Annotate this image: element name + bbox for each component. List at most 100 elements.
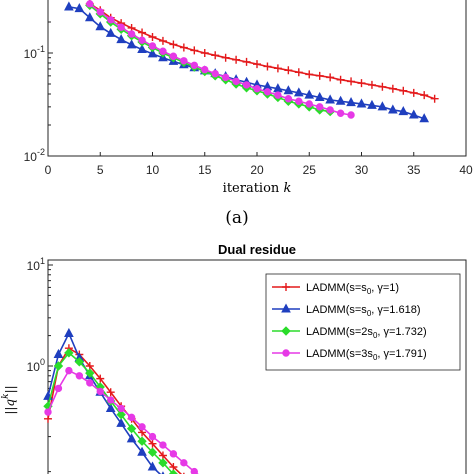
- bottom-y-axis-label: ||qk||: [1, 385, 17, 414]
- bottom-series-4-point: [86, 379, 94, 387]
- top-series-4-point: [211, 69, 219, 78]
- top-series-4-point: [305, 100, 313, 108]
- y-tick-label: 10-1: [24, 44, 45, 61]
- top-series: [64, 0, 439, 123]
- bottom-series-3-point: [53, 361, 64, 371]
- legend: LADMM(s=s0, γ=1) LADMM(s=s0, γ=1.618) LADM…: [265, 273, 461, 371]
- top-series-4-point: [316, 103, 324, 111]
- top-series-1-point: [232, 55, 241, 64]
- bottom-series-4-point: [180, 459, 188, 467]
- legend-label: LADMM(s=3s0, γ=1.791): [306, 348, 427, 362]
- top-series-4-point: [138, 36, 146, 44]
- top-series-1-point: [138, 28, 147, 37]
- bottom-series-4-point: [148, 432, 157, 441]
- panel-label-a: (a): [225, 208, 248, 228]
- top-series-4-point: [190, 61, 199, 69]
- bottom-series-3-point: [64, 348, 74, 358]
- top-x-axis-label: iteration k: [223, 181, 292, 196]
- top-series-4-point: [336, 109, 345, 117]
- legend-label: LADMM(s=s0, γ=1): [306, 282, 399, 296]
- top-series-4-point: [169, 52, 178, 60]
- bottom-series-4-point: [127, 413, 136, 422]
- top-series-2-point: [84, 12, 95, 22]
- top-series-2-point: [304, 89, 315, 99]
- bottom-series-3-point: [74, 357, 85, 367]
- top-series-1-point: [388, 84, 397, 93]
- bottom-chart: Dual residue 101 100 ||qk|| LADMM(s=s0, γ…: [1, 242, 467, 474]
- top-series-2-point: [95, 21, 106, 31]
- top-series-4-point: [127, 30, 136, 38]
- top-series-2-point: [367, 99, 377, 109]
- top-series-4-point: [159, 47, 167, 55]
- bottom-series-4-point: [65, 366, 73, 375]
- top-series-4-point: [253, 85, 261, 93]
- top-series-1-point: [273, 64, 282, 73]
- top-series-1-point: [263, 62, 272, 71]
- bottom-series-1-point: [96, 374, 105, 383]
- top-series-1-point: [200, 49, 209, 57]
- bottom-chart-title: Dual residue: [218, 242, 296, 257]
- x-tick-label: 40: [459, 163, 473, 177]
- bottom-series-4-point: [107, 396, 115, 404]
- bottom-series-2-point: [105, 402, 116, 412]
- top-series-2-point: [64, 1, 74, 11]
- top-series-1-point: [378, 82, 387, 91]
- legend-entry-2: LADMM(s=s0, γ=1.618): [272, 303, 421, 318]
- top-series-1-point: [148, 33, 157, 42]
- top-series-4-point: [295, 97, 303, 105]
- x-tick-label: 30: [355, 163, 369, 177]
- y-tick-label: 100: [27, 357, 45, 374]
- top-series-2-point: [346, 97, 356, 107]
- legend-label: LADMM(s=s0, γ=1.618): [306, 304, 421, 318]
- top-series-1-line: [89, 3, 435, 100]
- legend-label: LADMM(s=2s0, γ=1.732): [306, 326, 427, 340]
- bottom-series-2-line: [47, 331, 162, 474]
- top-series-2-point: [293, 87, 304, 97]
- top-series-1-point: [315, 71, 324, 80]
- bottom-series-4-point: [169, 450, 178, 458]
- bottom-series-1-point: [106, 388, 115, 397]
- top-chart: 0 5 10 15 20 25 30 35 40 10-1 10-2 iteration k (a…: [24, 0, 473, 228]
- top-series-2-point: [105, 27, 116, 37]
- top-x-ticks: 0 5 10 15 20 25 30 35 40: [45, 152, 473, 177]
- top-series-1-point: [326, 73, 335, 82]
- bottom-series-4-point: [117, 404, 125, 413]
- top-series-4-point: [326, 106, 334, 114]
- top-series-4-point: [274, 91, 282, 99]
- x-tick-label: 15: [198, 163, 212, 177]
- top-series-1-point: [211, 51, 220, 60]
- top-series-1-point: [420, 91, 429, 100]
- top-series-2-point: [388, 104, 398, 114]
- y-tick-label: 10-2: [24, 147, 45, 164]
- x-tick-label: 5: [97, 163, 104, 177]
- top-series-2-point: [325, 94, 335, 104]
- top-series-1-point: [179, 43, 188, 52]
- y-tick-label: 101: [27, 256, 45, 273]
- top-series-4-point: [96, 8, 104, 16]
- top-series-2-point: [147, 48, 158, 58]
- top-series-1-point: [430, 94, 439, 103]
- bottom-series-2-point: [64, 327, 74, 337]
- legend-marker: [282, 283, 290, 291]
- bottom-series-4: [44, 366, 199, 474]
- top-series-2-point: [283, 85, 294, 95]
- top-series-4-point: [242, 81, 251, 89]
- top-series-4-point: [232, 77, 240, 86]
- bottom-series-4-point: [44, 408, 52, 416]
- top-series-1-point: [399, 86, 408, 95]
- top-series-1-point: [409, 88, 418, 97]
- top-series-1-point: [221, 53, 230, 62]
- top-series-4-point: [180, 57, 188, 65]
- bottom-series-4-point: [159, 441, 167, 449]
- legend-entry-4: LADMM(s=3s0, γ=1.791): [272, 348, 427, 362]
- bottom-series-2-point: [53, 348, 64, 358]
- x-tick-label: 20: [250, 163, 264, 177]
- top-series-2-point: [335, 95, 346, 105]
- legend-marker: [281, 326, 291, 336]
- bottom-series-4-point: [138, 423, 146, 431]
- top-series-1-point: [158, 36, 167, 45]
- bottom-series-3-point: [85, 368, 95, 378]
- bottom-series-3-point: [116, 409, 126, 420]
- top-series-4-point: [201, 65, 209, 74]
- top-series-1-point: [347, 77, 356, 86]
